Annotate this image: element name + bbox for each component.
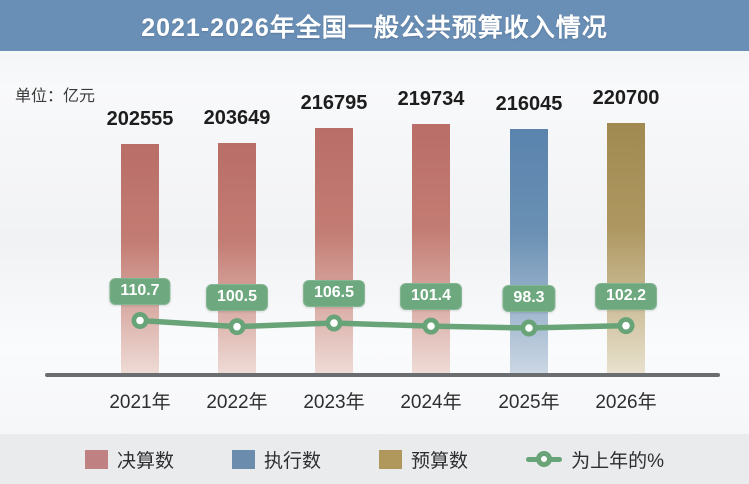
pct-badge: 100.5 xyxy=(205,283,269,311)
pct-badge: 106.5 xyxy=(302,280,366,308)
x-axis-label: 2026年 xyxy=(595,392,657,413)
x-axis-label: 2024年 xyxy=(400,392,462,413)
bar-value-label: 216795 xyxy=(300,91,368,114)
legend-swatch-icon xyxy=(85,449,109,469)
bar-2024年 xyxy=(412,124,450,375)
x-axis-label: 2021年 xyxy=(109,392,171,413)
line-marker-icon xyxy=(526,450,563,468)
bar-2026年 xyxy=(607,123,645,375)
bar-value-label: 220700 xyxy=(592,87,660,110)
legend-label: 决算数 xyxy=(117,450,175,472)
pct-badge: 110.7 xyxy=(109,277,171,305)
chart-legend: 决算数 执行数 预算数 为上年的% xyxy=(0,434,749,484)
legend-label: 为上年的% xyxy=(571,450,664,472)
x-axis-label: 2025年 xyxy=(498,392,560,413)
x-axis-line xyxy=(45,373,720,377)
bar-2022年 xyxy=(218,142,256,375)
bar-2021年 xyxy=(121,144,159,375)
bar-value-label: 219734 xyxy=(397,88,465,111)
legend-item-execution: 执行数 xyxy=(232,446,321,473)
bar-value-label: 216045 xyxy=(495,92,563,115)
x-axis-label: 2023年 xyxy=(303,392,365,413)
chart-title: 2021-2026年全国一般公共预算收入情况 xyxy=(141,13,608,42)
legend-item-final-accounts: 决算数 xyxy=(85,446,174,473)
bar-value-label: 203649 xyxy=(203,106,271,129)
x-axis-label: 2022年 xyxy=(206,392,268,413)
legend-label: 预算数 xyxy=(411,450,469,472)
bar-value-label: 202555 xyxy=(106,108,174,130)
legend-item-budget: 预算数 xyxy=(379,446,468,473)
legend-label: 执行数 xyxy=(264,450,322,472)
bar-2025年 xyxy=(510,128,548,375)
pct-badge: 102.2 xyxy=(594,282,658,310)
pct-badge: 101.4 xyxy=(399,283,463,311)
title-banner: 2021-2026年全国一般公共预算收入情况 xyxy=(0,0,749,51)
legend-swatch-icon xyxy=(379,449,403,469)
unit-label: 单位：亿元 xyxy=(15,88,96,105)
legend-item-pct-line: 为上年的% xyxy=(526,446,664,473)
pct-badge: 98.3 xyxy=(502,285,556,312)
legend-swatch-icon xyxy=(232,449,256,469)
bar-2023年 xyxy=(315,127,353,375)
